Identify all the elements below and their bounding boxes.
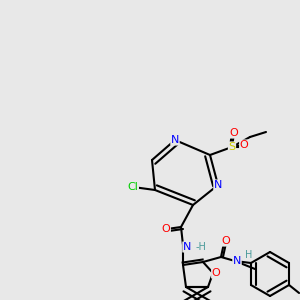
Text: N: N [183,242,191,252]
Text: O: O [230,128,238,138]
Text: N: N [171,135,179,145]
Text: O: O [222,236,230,246]
Text: H: H [245,250,252,260]
Text: O: O [162,224,170,234]
Text: -H: -H [196,242,207,252]
Text: N: N [214,180,222,190]
Text: O: O [212,268,220,278]
Text: Cl: Cl [128,182,138,192]
Text: N: N [233,256,241,266]
Text: S: S [228,142,236,152]
Text: O: O [240,140,248,150]
